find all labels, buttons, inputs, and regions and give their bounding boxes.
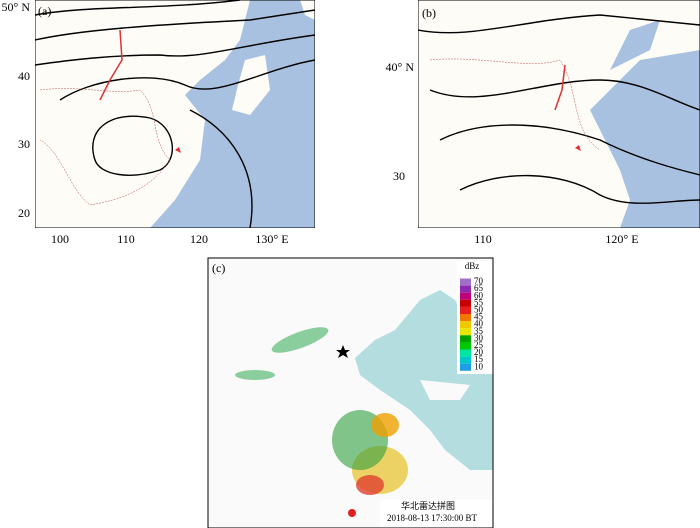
map-b (418, 0, 700, 228)
colorbar-swatch (460, 356, 471, 364)
colorbar-level: 70 (474, 276, 484, 286)
colorbar-level: 60 (474, 290, 484, 300)
panel-label: (c) (212, 261, 225, 275)
colorbar-swatch (460, 363, 471, 371)
colorbar-swatch (460, 349, 471, 357)
colorbar-level: 35 (474, 326, 484, 336)
colorbar-level: 20 (474, 347, 484, 357)
radar-title: 华北雷达拼图 (401, 500, 455, 511)
lat-label: 50° N (2, 0, 31, 14)
lon-label: 110 (117, 232, 135, 246)
lat-label: 40° N (386, 60, 415, 74)
colorbar-level: 10 (474, 361, 484, 371)
colorbar-level: 55 (474, 297, 484, 307)
colorbar-swatch (460, 328, 471, 336)
colorbar-level: 40 (474, 319, 484, 329)
lon-label: 130° E (255, 232, 288, 246)
colorbar-level: 25 (474, 340, 484, 350)
lon-label: 120° E (605, 232, 638, 246)
colorbar-swatch (460, 321, 471, 329)
colorbar-swatch (460, 314, 471, 322)
colorbar-swatch (460, 299, 471, 307)
colorbar-level: 50 (474, 304, 484, 314)
colorbar-swatch (460, 342, 471, 350)
radar-timestamp: 2018-08-13 17:30:00 BT (387, 513, 477, 523)
lat-label: 30 (18, 137, 30, 151)
map-a (35, 0, 315, 228)
map-c (208, 258, 493, 528)
lon-label: 100 (51, 232, 69, 246)
colorbar-unit: dBz (465, 261, 480, 271)
colorbar-level: 30 (474, 333, 484, 343)
colorbar-swatch (460, 306, 471, 314)
colorbar-swatch (460, 292, 471, 300)
lat-label: 30 (393, 169, 405, 183)
colorbar-swatch (460, 278, 471, 286)
lon-label: 110 (474, 232, 492, 246)
colorbar-swatch (460, 285, 471, 293)
colorbar-level: 15 (474, 354, 484, 364)
panel-label: (a) (38, 4, 51, 18)
lat-label: 20 (18, 206, 30, 220)
lat-label: 40 (18, 69, 30, 83)
colorbar-level: 65 (474, 283, 484, 293)
frame-c (207, 257, 494, 528)
colorbar-swatch (460, 335, 471, 343)
lon-label: 120 (190, 232, 208, 246)
panel-label: (b) (422, 6, 436, 20)
colorbar-level: 45 (474, 312, 484, 322)
